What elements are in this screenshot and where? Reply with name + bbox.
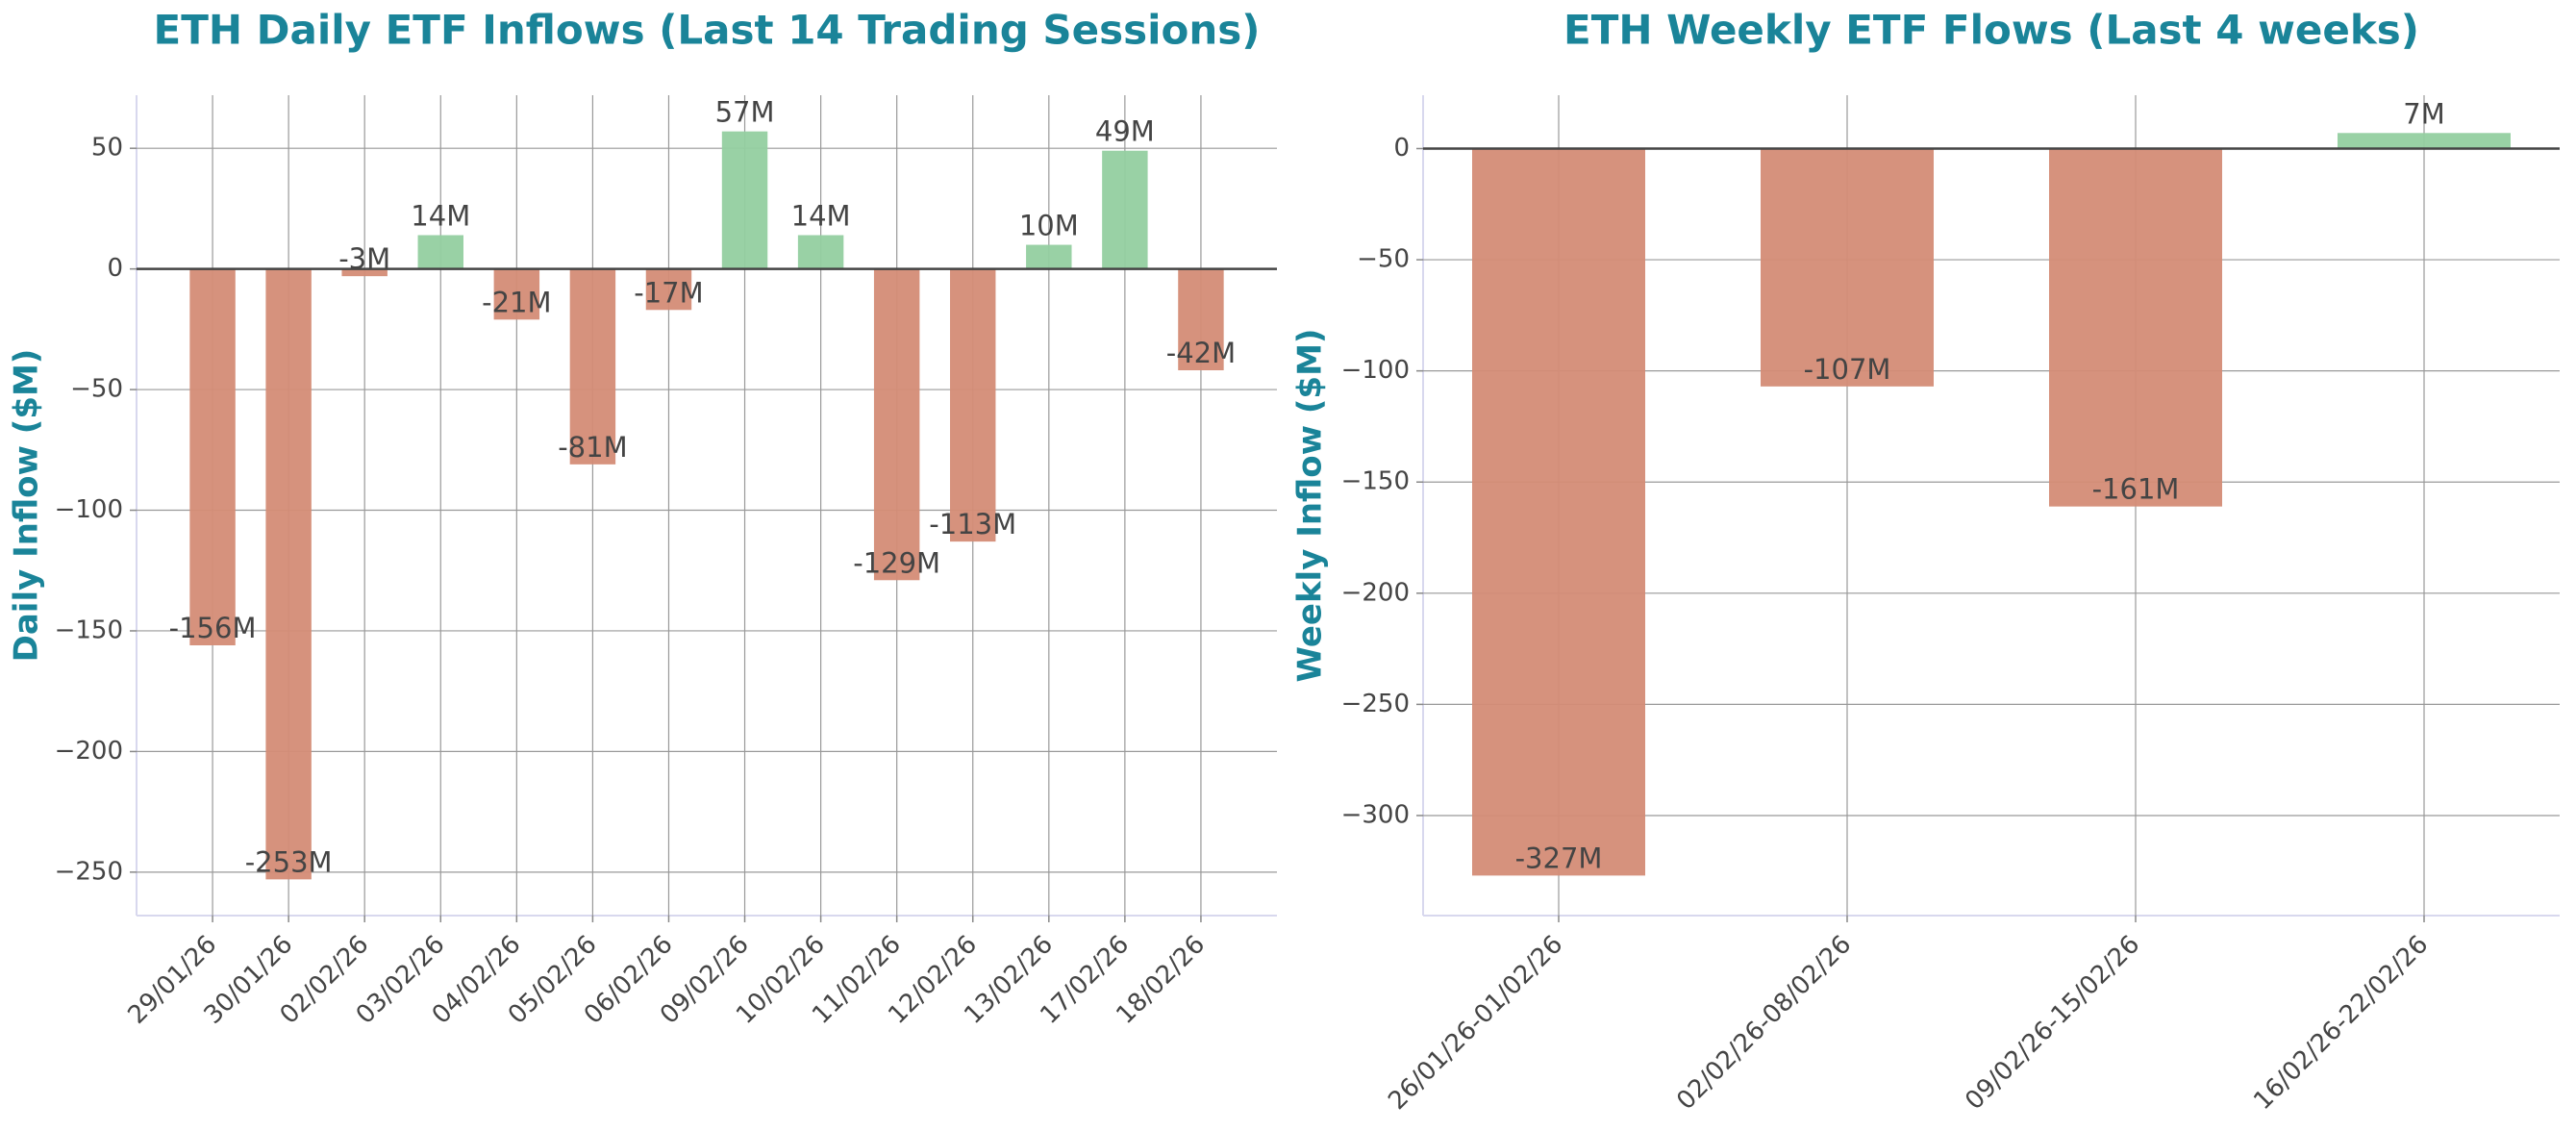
y-tick-label: 0: [1393, 134, 1410, 163]
y-tick-label: 0: [107, 254, 123, 283]
value-label: -113M: [929, 508, 1016, 540]
value-label: -17M: [634, 276, 703, 309]
value-label: 14M: [791, 200, 851, 233]
bar: [797, 235, 844, 269]
bar: [1472, 148, 1645, 876]
y-tick-label: −300: [1341, 800, 1410, 829]
value-label: -3M: [338, 242, 390, 275]
bar: [721, 131, 768, 269]
bar: [2338, 133, 2511, 149]
y-tick-label: −50: [1357, 245, 1410, 274]
y-tick-label: 50: [91, 134, 123, 163]
bar: [1178, 268, 1224, 371]
y-tick-label: −200: [1341, 578, 1410, 607]
bar: [189, 268, 236, 646]
value-label: -42M: [1166, 337, 1236, 369]
bar: [265, 268, 312, 880]
bar: [341, 268, 388, 277]
value-label: 7M: [2403, 97, 2444, 130]
x-tick-label: 16/02/26-22/02/26: [2248, 930, 2434, 1116]
bar: [417, 235, 463, 269]
x-tick-label: 09/02/26-15/02/26: [1960, 930, 2145, 1116]
y-tick-label: −250: [55, 857, 123, 886]
y-axis-label: Weekly Inflow ($M): [1291, 329, 1330, 683]
value-label: 10M: [1019, 210, 1079, 242]
value-label: -161M: [2092, 473, 2180, 506]
bar: [873, 268, 920, 581]
x-tick-label: 02/02/26-08/02/26: [1671, 930, 1857, 1116]
bar: [950, 268, 996, 542]
bar: [493, 268, 540, 320]
y-axis-label: Daily Inflow ($M): [8, 349, 46, 663]
value-label: 14M: [411, 200, 470, 233]
value-label: -107M: [1804, 353, 1891, 386]
bar: [1102, 150, 1148, 269]
y-tick-label: −50: [70, 375, 123, 404]
value-label: -327M: [1515, 842, 1603, 874]
bar: [1761, 148, 1934, 387]
y-tick-label: −150: [55, 616, 123, 644]
bar: [645, 268, 692, 311]
bar: [569, 268, 616, 465]
value-label: 57M: [715, 96, 775, 129]
x-tick-label: 26/01/26-01/02/26: [1383, 930, 1568, 1116]
y-tick-label: −150: [1341, 467, 1410, 496]
bar: [1026, 244, 1072, 269]
value-label: -253M: [245, 845, 333, 878]
value-label: -81M: [558, 431, 627, 464]
y-tick-label: −200: [55, 737, 123, 766]
value-label: -21M: [482, 286, 551, 318]
y-tick-label: −100: [55, 495, 123, 524]
chart-title: ETH Daily ETF Inflows (Last 14 Trading S…: [154, 7, 1261, 54]
value-label: -156M: [169, 612, 257, 644]
y-tick-label: −250: [1341, 690, 1410, 718]
bar: [2049, 148, 2222, 507]
chart-title: ETH Weekly ETF Flows (Last 4 weeks): [1563, 7, 2419, 54]
value-label: 49M: [1095, 115, 1155, 148]
value-label: -129M: [853, 546, 940, 579]
y-tick-label: −100: [1341, 356, 1410, 385]
